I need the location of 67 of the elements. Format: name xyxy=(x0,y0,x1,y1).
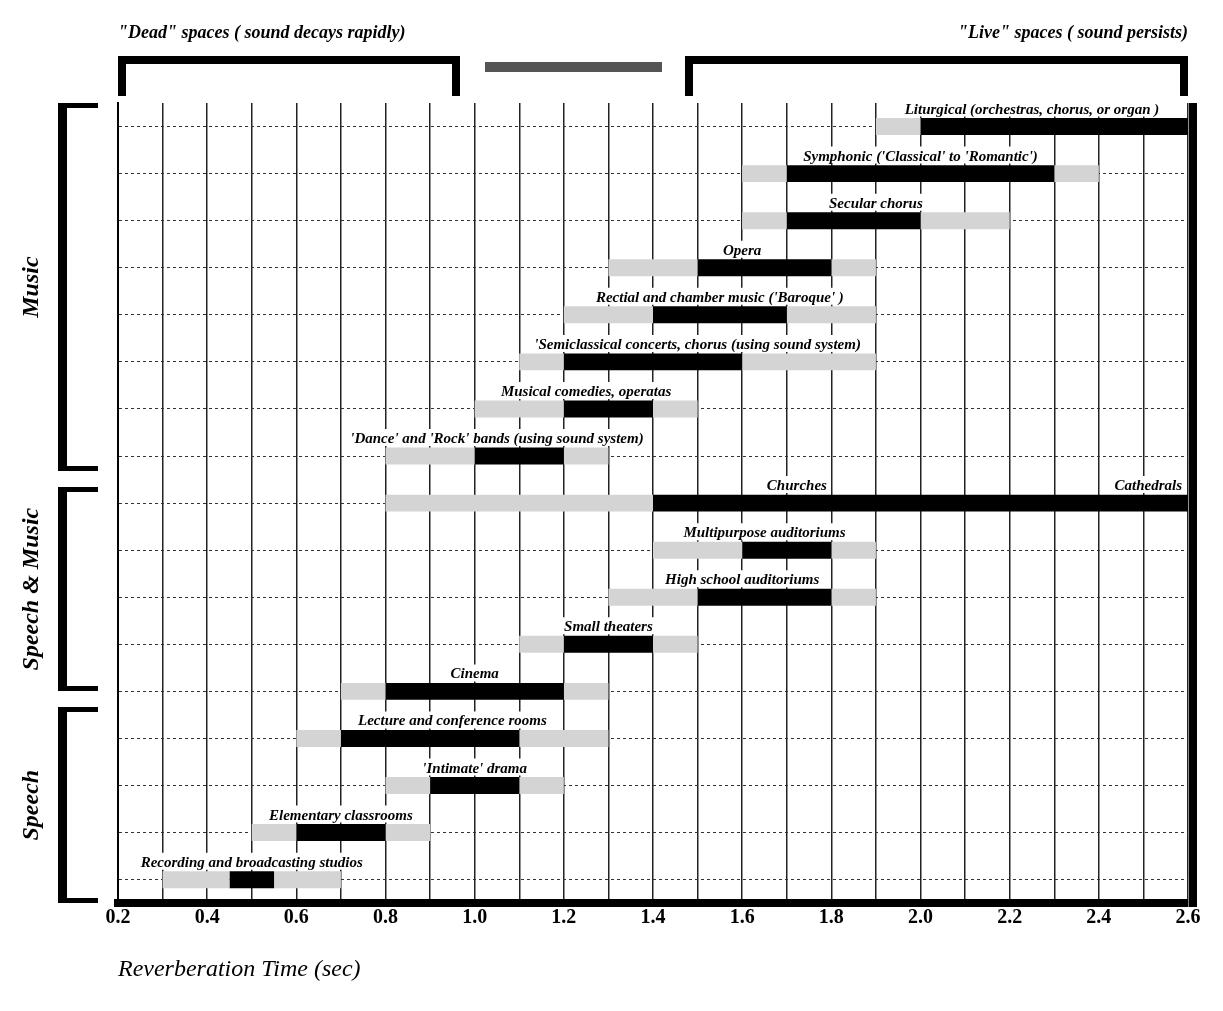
x-tick-label: 0.2 xyxy=(105,905,131,928)
x-tick-label: 2.2 xyxy=(997,905,1023,928)
bar xyxy=(608,259,698,277)
bar xyxy=(385,777,431,794)
bar xyxy=(340,682,386,700)
y-tick-label: Small theaters xyxy=(564,618,653,635)
bar xyxy=(742,165,787,183)
y-tick-label: Lecture and conference rooms xyxy=(357,712,547,729)
text: Music xyxy=(17,256,43,319)
y-tick-label: Elementary classrooms xyxy=(268,806,413,823)
bar xyxy=(519,777,564,794)
bar xyxy=(786,212,921,230)
bar xyxy=(831,541,876,559)
x-tick-label: 1.0 xyxy=(462,905,488,928)
x-tick-label: 0.4 xyxy=(194,905,220,928)
bar xyxy=(920,212,1010,230)
bar xyxy=(385,682,564,700)
bar xyxy=(697,259,832,277)
text: Speech xyxy=(17,769,43,841)
bar xyxy=(519,635,564,653)
y-tick-label: 'Intimate' drama xyxy=(422,759,528,776)
y-tick-label: Churches xyxy=(766,477,828,494)
y-tick-label: Recording and broadcasting studios xyxy=(139,853,363,870)
x-tick-label: 0.6 xyxy=(283,905,309,928)
bar xyxy=(742,212,787,230)
bar xyxy=(563,682,609,700)
bar xyxy=(875,118,921,136)
bar xyxy=(519,729,609,747)
x-axis-title: Reverberation Time (sec) xyxy=(117,954,361,981)
y-tick-label: Liturgical (orchestras, chorus, or organ ) xyxy=(903,100,1160,118)
bar xyxy=(251,824,297,842)
x-tick-label: 1.6 xyxy=(729,905,755,928)
bar xyxy=(653,635,698,653)
x-tick-label: 1.2 xyxy=(551,905,577,928)
bar xyxy=(563,447,609,465)
x-tick-label: 0.8 xyxy=(373,905,398,928)
y-tick-label: 'Dance' and 'Rock' bands (using sound system) xyxy=(350,430,644,448)
bar xyxy=(385,494,653,512)
text: "Dead" spaces ( sound decays rapidly) xyxy=(118,22,406,43)
bar xyxy=(653,494,1188,512)
bar xyxy=(1054,165,1099,183)
bar xyxy=(653,400,698,418)
bar xyxy=(385,824,431,842)
y-tick-label: Opera xyxy=(723,241,762,258)
y-tick-label: Cinema xyxy=(450,665,500,682)
y-tick-label: High school auditoriums xyxy=(664,571,820,588)
x-tick-label: 1.4 xyxy=(640,905,666,928)
x-tick-label: 1.8 xyxy=(818,905,844,928)
x-tick-label: 2.4 xyxy=(1086,905,1112,928)
bar xyxy=(296,729,341,747)
y-tick-label: Secular chorus xyxy=(829,194,923,211)
x-tick-label: 2.6 xyxy=(1175,905,1201,928)
bar xyxy=(229,871,275,889)
bar xyxy=(519,353,564,371)
annotation: Cathedrals xyxy=(1114,477,1183,494)
bar xyxy=(831,588,876,606)
text: "Live" spaces ( sound persists) xyxy=(958,22,1188,43)
text: Speech & Music xyxy=(17,507,43,671)
bar xyxy=(831,259,876,277)
bar xyxy=(608,588,698,606)
y-tick-label: Musical comedies, operatas xyxy=(499,382,672,399)
y-tick-label: Multipurpose auditoriums xyxy=(682,524,846,541)
y-tick-label: Rectial and chamber music ('Baroque' ) xyxy=(594,288,844,306)
y-tick-label: Symphonic ('Classical' to 'Romantic') xyxy=(803,147,1038,165)
bar xyxy=(563,635,653,653)
y-tick-label: 'Semiclassical concerts, chorus (using sound system) xyxy=(534,335,861,353)
x-tick-label: 2.0 xyxy=(908,905,933,928)
